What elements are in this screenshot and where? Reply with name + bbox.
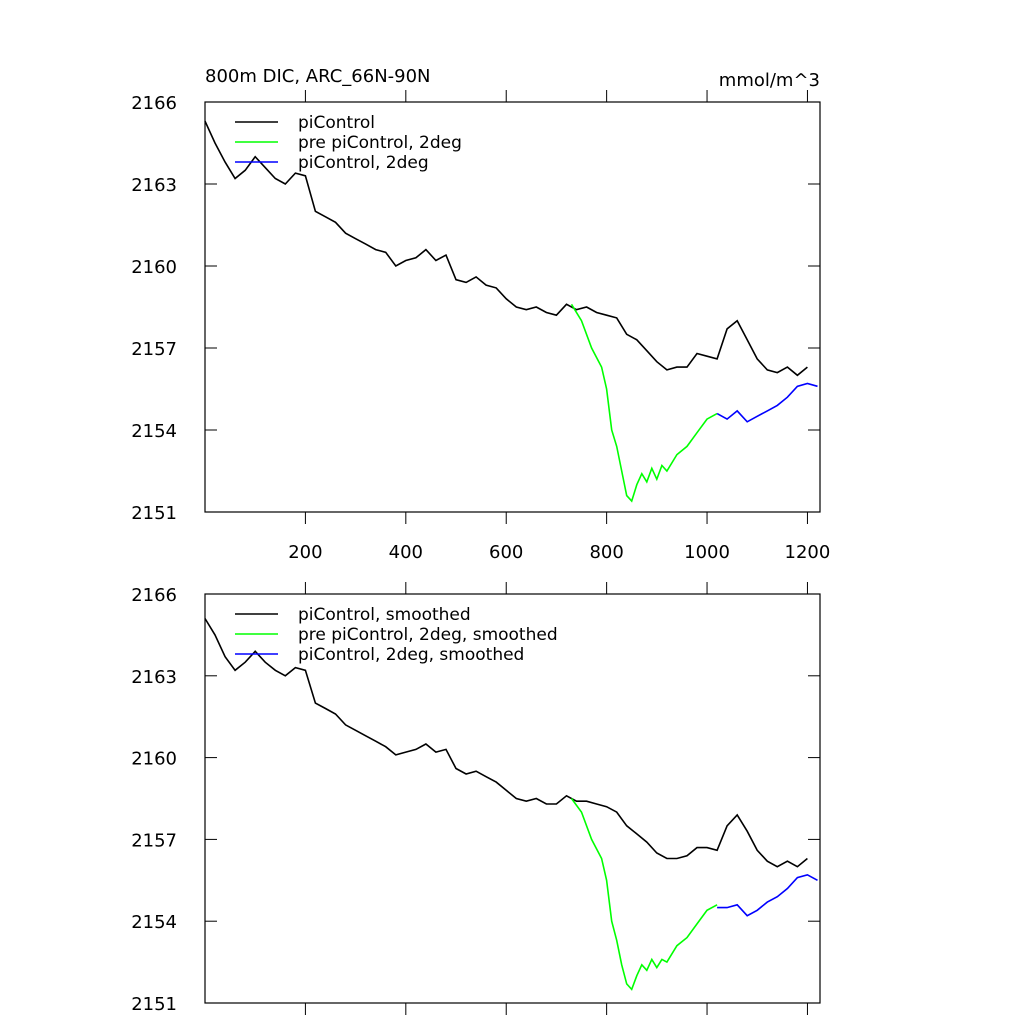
legend-label: piControl, 2deg, smoothed <box>298 645 524 665</box>
y-tick-label: 2157 <box>131 830 177 851</box>
series-line <box>716 382 818 423</box>
y-tick-label: 2151 <box>131 503 177 524</box>
x-tick-label: 400 <box>389 542 423 563</box>
units-label: mmol/m^3 <box>719 70 820 91</box>
x-tick-label: 1000 <box>684 542 730 563</box>
legend-label: pre piControl, 2deg <box>298 133 462 153</box>
y-tick-label: 2160 <box>131 749 177 770</box>
x-tick-label: 600 <box>489 542 523 563</box>
chart-title: 800m DIC, ARC_66N-90N <box>205 66 431 87</box>
series-line <box>204 120 808 377</box>
y-tick-label: 2151 <box>131 994 177 1015</box>
y-tick-label: 2154 <box>131 912 177 933</box>
y-tick-label: 2154 <box>131 421 177 442</box>
y-tick-label: 2163 <box>131 667 177 688</box>
y-tick-label: 2166 <box>131 93 177 114</box>
x-tick-label: 200 <box>288 542 322 563</box>
series-line <box>204 618 808 868</box>
y-tick-label: 2166 <box>131 585 177 606</box>
series-line <box>717 873 818 917</box>
legend-label: piControl <box>298 113 375 133</box>
y-tick-label: 2157 <box>131 339 177 360</box>
x-tick-label: 800 <box>589 542 623 563</box>
legend-label: piControl, 2deg <box>298 153 429 173</box>
series-line <box>570 798 718 991</box>
series-line <box>570 303 718 503</box>
legend-label: pre piControl, 2deg, smoothed <box>298 625 558 645</box>
plot-frame <box>204 101 821 513</box>
x-tick-label: 1200 <box>785 542 831 563</box>
y-tick-label: 2163 <box>131 175 177 196</box>
y-tick-label: 2160 <box>131 257 177 278</box>
legend-label: piControl, smoothed <box>298 605 471 625</box>
plot-frame <box>204 593 821 1004</box>
